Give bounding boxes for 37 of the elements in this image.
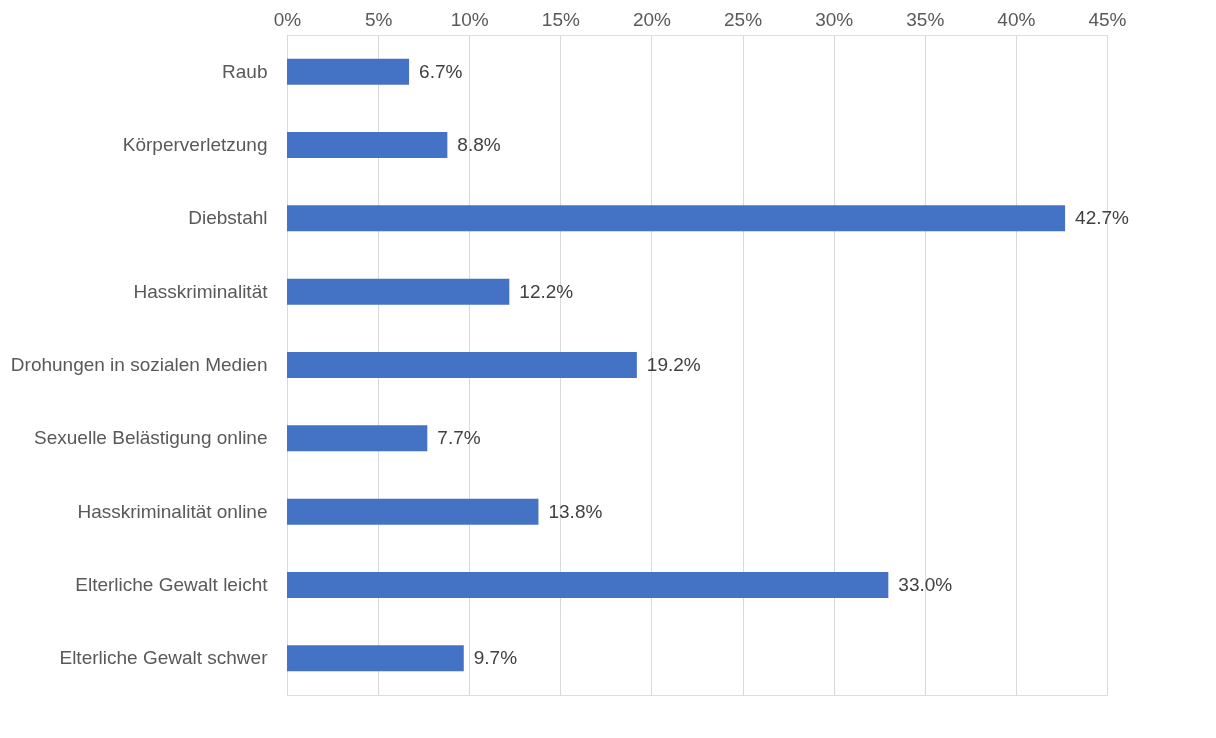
bar [287, 498, 539, 525]
y-tick-label: Diebstahl [188, 207, 268, 229]
bar [287, 352, 637, 378]
data-label: 42.7% [1075, 207, 1130, 229]
x-tick-label: 10% [450, 8, 489, 30]
y-tick-label: Körperverletzung [122, 134, 268, 155]
x-tick-label: 35% [906, 8, 945, 30]
y-tick-label: Raub [222, 60, 268, 82]
x-tick-label: 5% [364, 8, 393, 30]
x-tick-label: 40% [997, 8, 1036, 30]
x-tick-label: 20% [632, 8, 672, 30]
data-label: 7.7% [437, 427, 481, 449]
data-label: 33.0% [898, 574, 953, 595]
data-label: 12.2% [519, 280, 574, 302]
bar [287, 132, 448, 158]
data-label: 8.8% [457, 134, 501, 155]
y-tick-label: Drohungen in sozialen Medien [10, 354, 268, 375]
x-tick-label: 0% [273, 8, 302, 30]
y-tick-label: Elterliche Gewalt schwer [59, 647, 269, 669]
x-tick-label: 30% [815, 8, 854, 30]
data-label: 9.7% [473, 647, 518, 669]
data-label: 13.8% [548, 500, 603, 522]
y-tick-label: Sexuelle Belästigung online [34, 427, 268, 449]
bar [287, 205, 1066, 232]
bar [287, 572, 889, 598]
y-tick-label: Hasskriminalität [133, 280, 269, 302]
y-tick-label: Elterliche Gewalt leicht [75, 574, 269, 595]
data-label: 19.2% [646, 354, 701, 375]
bar [287, 645, 464, 672]
x-tick-label: 25% [724, 8, 763, 30]
x-tick-label: 15% [541, 8, 580, 30]
y-tick-label: Hasskriminalität online [77, 500, 268, 522]
bar [287, 425, 428, 452]
bar [287, 58, 410, 85]
x-tick-label: 45% [1088, 8, 1127, 30]
data-label: 6.7% [419, 60, 463, 82]
bar [287, 278, 510, 305]
